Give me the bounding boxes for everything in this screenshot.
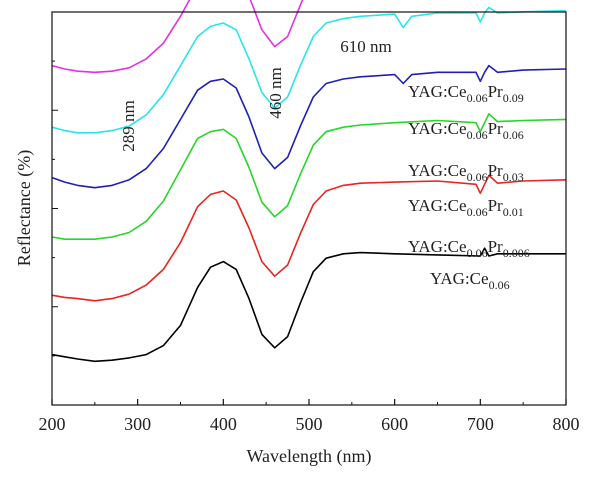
x-tick-label-300: 300 — [124, 414, 151, 434]
x-axis-title: Wavelength (nm) — [246, 446, 371, 467]
x-tick-label-800: 800 — [553, 414, 580, 434]
series-label-5: YAG:Ce0.06Pr0.09 — [408, 82, 524, 105]
x-axis-ticks — [51, 399, 567, 405]
x-tick-label-600: 600 — [381, 414, 408, 434]
annotation-610nm: 610 nm — [340, 37, 391, 56]
x-tick-label-500: 500 — [296, 414, 323, 434]
series-line-3 — [51, 64, 567, 189]
series-line-1 — [51, 174, 567, 302]
x-tick-label-700: 700 — [467, 414, 494, 434]
annotation-289nm: 289 nm — [119, 100, 138, 151]
series-labels: YAG:Ce0.06 YAG:Ce0.06Pr0.006 YAG:Ce0.06Pr0… — [408, 82, 530, 292]
series-line-4 — [51, 6, 567, 134]
series-label-1: YAG:Ce0.06Pr0.006 — [408, 237, 530, 260]
series-layer — [51, 0, 567, 363]
series-line-0 — [51, 247, 566, 363]
series-label-4: YAG:Ce0.06Pr0.06 — [408, 119, 524, 142]
series-line-5 — [51, 0, 304, 74]
y-axis-ticks — [52, 11, 58, 406]
series-line-2 — [51, 113, 567, 240]
series-label-2: YAG:Ce0.06Pr0.01 — [408, 196, 524, 219]
x-tick-label-200: 200 — [39, 414, 66, 434]
series-label-3: YAG:Ce0.06Pr0.03 — [408, 161, 524, 184]
y-axis-title: Reflectance (%) — [14, 150, 35, 266]
x-axis-tick-labels: 200 300 400 500 600 700 800 — [39, 414, 580, 434]
x-tick-label-400: 400 — [210, 414, 237, 434]
series-label-0: YAG:Ce0.06 — [430, 269, 510, 292]
annotation-460nm: 460 nm — [266, 67, 285, 118]
